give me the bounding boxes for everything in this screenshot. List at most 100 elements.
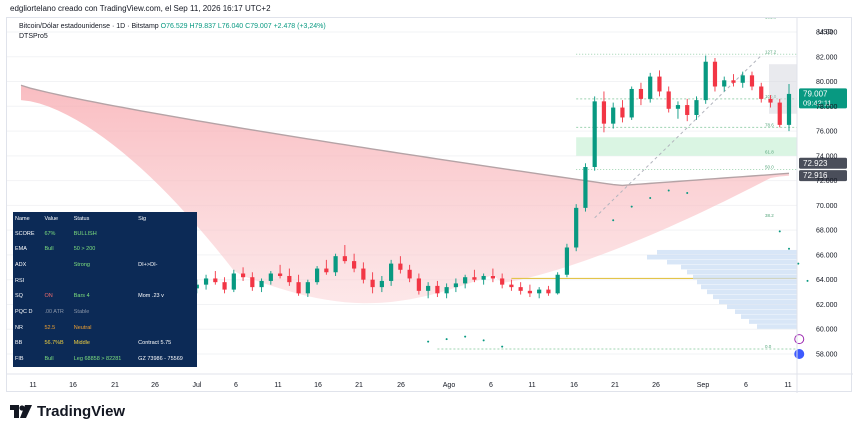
tradingview-logo[interactable]: TradingView: [10, 403, 125, 420]
candle-body: [675, 105, 681, 109]
table-cell: Bull: [44, 246, 54, 253]
table-cell: DI+>DI-: [138, 262, 158, 269]
table-cell: RSI: [15, 277, 25, 284]
candle-body: [379, 280, 384, 288]
trend-dot: [427, 340, 430, 343]
volume-profile-bar: [707, 289, 797, 295]
time-tick-label: 11: [528, 382, 535, 389]
candle-body: [777, 102, 782, 125]
table-row: FIB Bull Leg 68858 > 82281 GZ 73986 - 75569: [13, 351, 197, 367]
trend-dot: [806, 279, 809, 282]
fib-label: 38.2: [765, 213, 774, 218]
volume-profile-bar: [667, 259, 797, 265]
volume-profile-bar: [701, 284, 797, 290]
fib-label: 50.0: [765, 164, 774, 169]
time-tick-label: 26: [397, 382, 405, 389]
table-row: SCORE 67% BULLISH: [13, 226, 197, 242]
candle-body: [749, 75, 755, 87]
fib-label: 61.8: [765, 150, 774, 155]
volume-profile-bar: [713, 294, 797, 300]
close-value: C79.007: [245, 23, 272, 30]
earnings-flag-icon: [794, 349, 805, 359]
trend-dot: [464, 335, 467, 338]
price-tick-label: 60.000: [816, 327, 838, 334]
candle-body: [546, 289, 551, 294]
table-row: PQC D .00 ATR Stable: [13, 304, 197, 320]
table-cell: BB: [15, 340, 23, 347]
table-cell: Bars 4: [73, 293, 90, 300]
brand-name: TradingView: [37, 403, 126, 420]
time-tick-label: 11: [784, 382, 791, 389]
volume-profile-bar: [687, 269, 797, 275]
chart-header: edgliortelano creado con TradingView.com…: [10, 4, 271, 13]
time-tick-label: 16: [570, 382, 578, 389]
time-tick-label: 26: [151, 382, 159, 389]
table-cell: FIB: [15, 356, 24, 363]
last-price-label-text: 79.007: [803, 89, 828, 98]
table-cell: [136, 304, 197, 320]
high-value: H79.837: [189, 23, 216, 30]
table-cell: Leg 68858 > 82281: [73, 356, 122, 363]
symbol-legend: Bitcoin/Dólar estadounidense · 1D · Bits…: [19, 23, 326, 30]
tradingview-icon: [10, 405, 32, 418]
time-tick-label: 21: [111, 382, 119, 389]
volume-profile-top: [769, 64, 797, 114]
table-cell: Bull: [44, 356, 54, 363]
candle-body: [685, 105, 690, 115]
candle-body: [500, 278, 505, 285]
candle-body: [426, 285, 431, 291]
candle-body: [463, 277, 468, 284]
time-tick-label: 21: [355, 382, 363, 389]
price-tick-label: 80.000: [816, 79, 838, 86]
candle-body: [490, 275, 496, 279]
table-cell: 56.7%B: [44, 340, 64, 347]
candle-body: [398, 263, 403, 270]
volume-profile-bar: [697, 279, 797, 285]
time-tick-label: 16: [314, 382, 322, 389]
table-header-row: Name Value Status Sig: [13, 212, 197, 226]
candle-body: [407, 269, 412, 279]
candle-body: [352, 261, 357, 269]
low-value: L76.040: [217, 23, 244, 30]
candle-body: [333, 256, 338, 273]
candle-body: [712, 61, 718, 87]
price-axis[interactable]: USD84.00082.00080.00078.00076.00074.0007…: [796, 18, 838, 393]
candle-body: [768, 98, 773, 103]
table-cell: NR: [15, 324, 23, 331]
currency-label: USD: [818, 29, 833, 36]
volume-profile-bar: [693, 274, 797, 280]
table-row: EMA Bull 50 > 200: [13, 242, 197, 258]
candle-body: [324, 268, 329, 273]
time-axis[interactable]: 11 16 21 26 Jul 6 11 16 21 26 Ago 6 11 16 21 26 Sep 6 11: [7, 373, 853, 389]
candle-body: [481, 275, 486, 280]
table-row: RSI: [13, 273, 197, 289]
price-tick-label: 64.000: [816, 277, 838, 284]
table-cell: [136, 273, 197, 289]
candle-body: [287, 275, 292, 283]
candle-body: [444, 287, 449, 294]
table-cell: ON: [44, 293, 53, 300]
time-tick-label: Ago: [443, 382, 456, 389]
candle-body: [564, 247, 570, 275]
candle-body: [342, 256, 347, 262]
volume-profile-bar: [727, 304, 797, 310]
table-cell: 67%: [44, 230, 56, 237]
event-marker-icon: [794, 334, 805, 345]
volume-profile-bar: [647, 254, 797, 260]
candle-body: [601, 101, 607, 124]
candle-body: [629, 88, 634, 118]
candle-body: [453, 283, 458, 288]
candle-body: [574, 207, 579, 248]
fib-label: 0.0: [765, 344, 772, 349]
candle-body: [305, 282, 310, 294]
time-tick-label: 11: [29, 382, 36, 389]
volume-profile-bar: [749, 319, 797, 324]
table-row: NR 52.5 Neutral: [13, 320, 197, 336]
indicator-legend[interactable]: DTSPro5: [19, 33, 48, 40]
time-tick-label: 21: [611, 382, 619, 389]
table-cell: Middle: [73, 340, 90, 347]
open-value: O76.529: [160, 23, 188, 30]
table-header-cell: Sig: [138, 216, 147, 222]
volume-profile-bar: [681, 264, 797, 270]
candle-body: [666, 91, 671, 109]
